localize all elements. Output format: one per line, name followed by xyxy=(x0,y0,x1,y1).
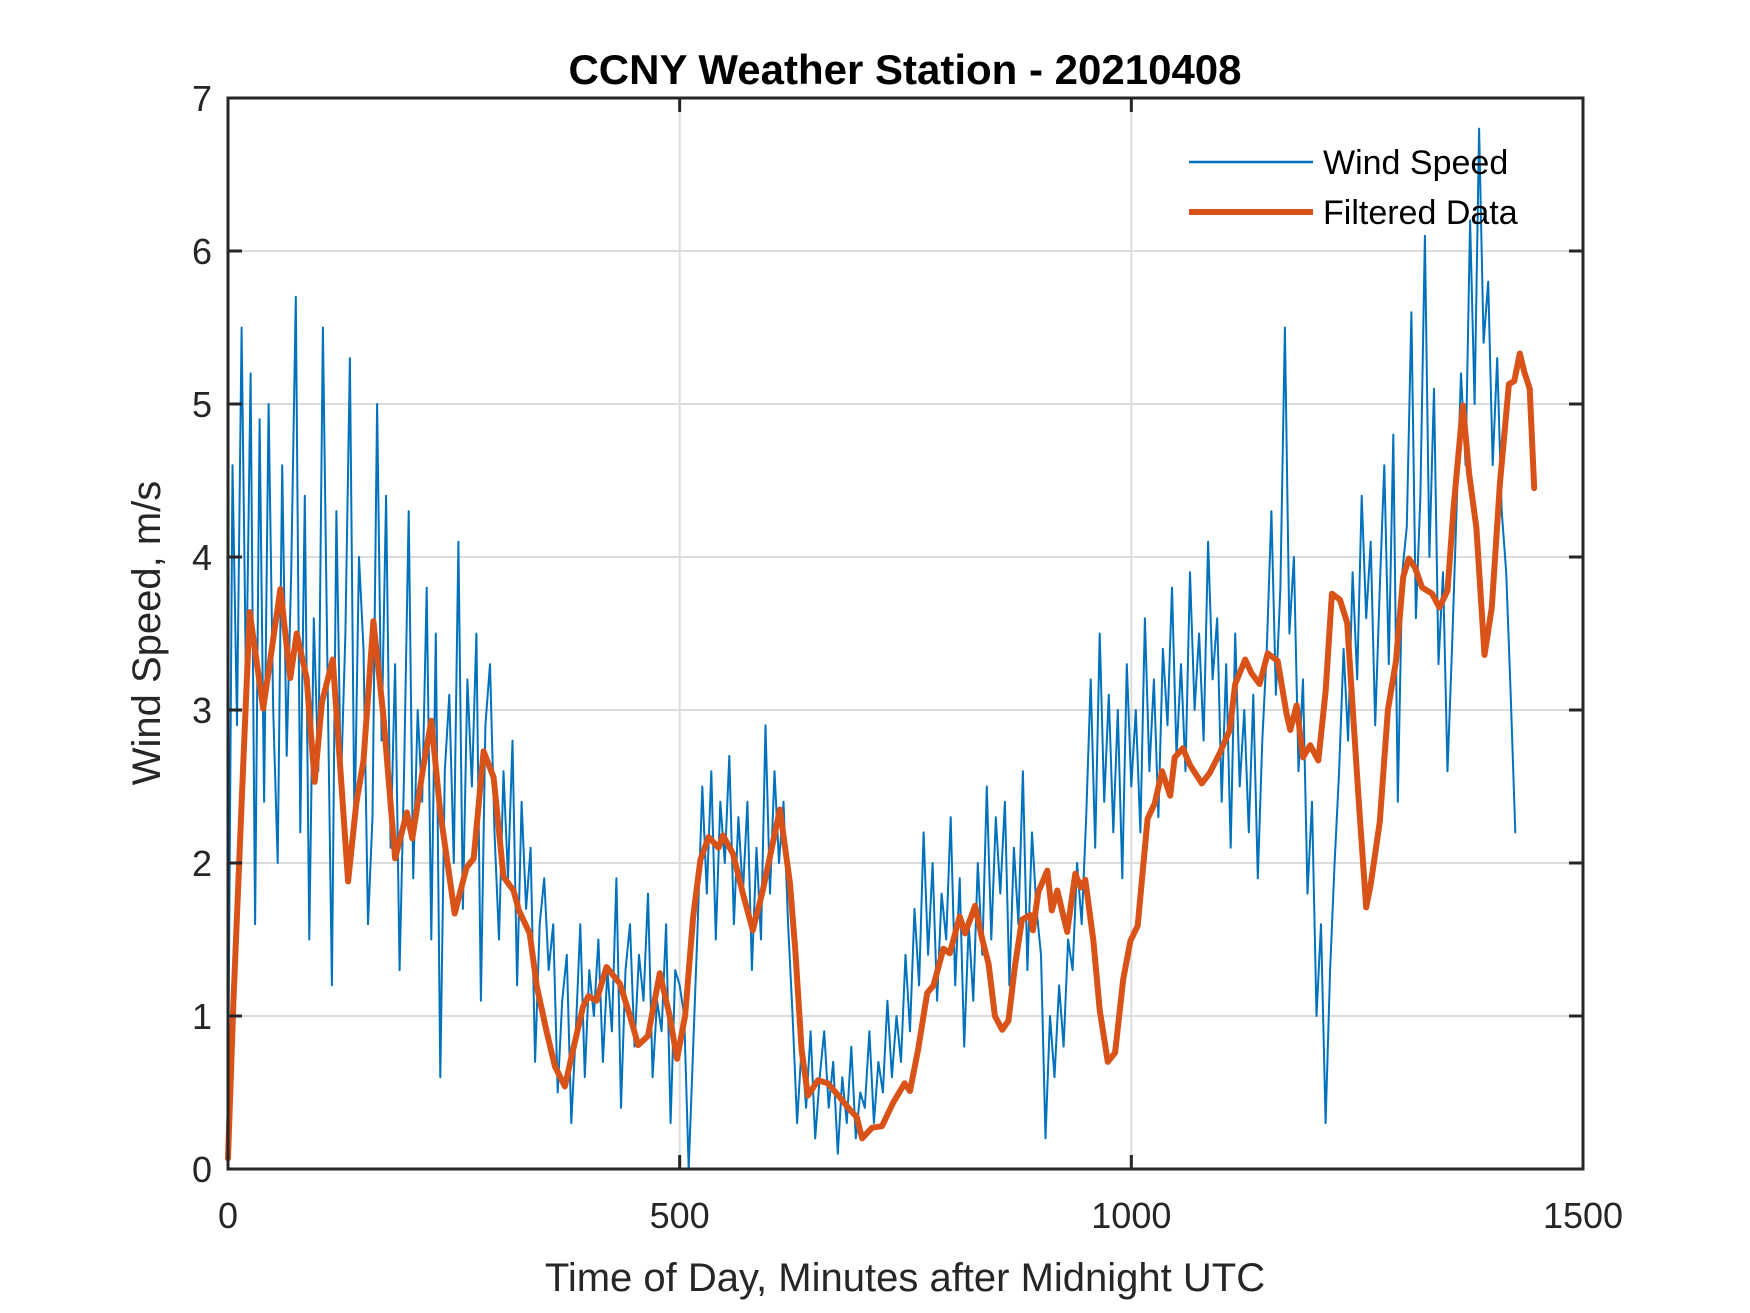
legend: Wind Speed Filtered Data xyxy=(1189,144,1518,232)
x-tick-label: 0 xyxy=(218,1195,238,1236)
axes-box xyxy=(226,96,1585,1171)
axis-ticks xyxy=(226,96,1585,1171)
y-tick-labels: 0 1 2 3 4 5 6 7 xyxy=(192,78,212,1190)
y-tick-label: 7 xyxy=(192,78,212,119)
filtered-data-line xyxy=(225,350,1538,1162)
y-tick-label: 2 xyxy=(192,843,212,884)
legend-label-wind-speed: Wind Speed xyxy=(1323,144,1508,182)
x-tick-label: 500 xyxy=(650,1195,710,1236)
x-tick-label: 1000 xyxy=(1091,1195,1171,1236)
x-axis-label: Time of Day, Minutes after Midnight UTC xyxy=(545,1256,1265,1300)
y-tick-label: 1 xyxy=(192,996,212,1037)
y-tick-label: 5 xyxy=(192,384,212,425)
plot-area xyxy=(228,98,1583,1169)
legend-label-filtered-data: Filtered Data xyxy=(1323,194,1518,232)
chart-title: CCNY Weather Station - 20210408 xyxy=(568,46,1241,93)
y-tick-label: 4 xyxy=(192,537,212,578)
series-layer xyxy=(225,127,1538,1170)
x-tick-labels: 0 500 1000 1500 xyxy=(218,1195,1623,1236)
y-tick-label: 0 xyxy=(192,1149,212,1190)
x-tick-label: 1500 xyxy=(1543,1195,1623,1236)
y-tick-label: 3 xyxy=(192,690,212,731)
y-axis-label: Wind Speed, m/s xyxy=(125,481,169,786)
y-tick-label: 6 xyxy=(192,231,212,272)
